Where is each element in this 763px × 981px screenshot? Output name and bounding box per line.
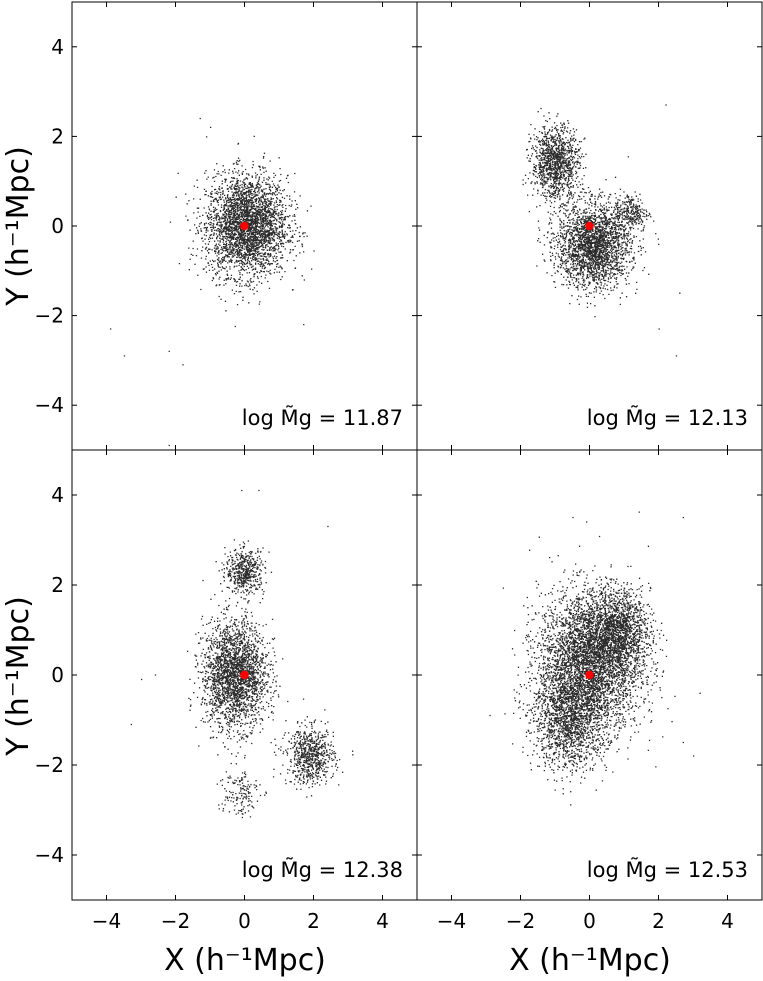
- center-marker: [240, 670, 249, 680]
- scatter-points: [489, 511, 701, 806]
- x-tick-label: −4: [92, 909, 121, 933]
- panel-bottom-left: [71, 449, 418, 901]
- panel-bottom-right: [416, 449, 763, 901]
- x-axis-title-left: X (h⁻¹Mpc): [164, 943, 326, 978]
- y-axis-title-bottom: Y (h⁻¹Mpc): [1, 596, 36, 757]
- y-tick-label: −2: [35, 304, 64, 328]
- scatter-points: [522, 104, 681, 357]
- panel-label-bottom-right: log M̃g = 12.53: [587, 857, 748, 882]
- x-tick-label: −2: [161, 909, 190, 933]
- panel-top-left: [71, 1, 418, 451]
- panel-label-top-right: log M̃g = 12.13: [587, 405, 748, 430]
- panel-label-bottom-left: log M̃g = 12.38: [242, 857, 403, 882]
- x-tick-label: 0: [238, 909, 251, 933]
- y-tick-label: 4: [51, 35, 64, 59]
- y-tick-label: 0: [51, 214, 64, 238]
- x-tick-label: −4: [437, 909, 466, 933]
- center-marker: [240, 221, 249, 231]
- y-tick-label: 4: [51, 483, 64, 507]
- scatter-points: [130, 489, 354, 819]
- scatter-points: [110, 117, 315, 447]
- panels-layer: [71, 1, 763, 901]
- center-marker: [585, 221, 594, 231]
- x-tick-label: 4: [376, 909, 389, 933]
- y-tick-label: 2: [51, 573, 64, 597]
- y-tick-label: −4: [35, 843, 64, 867]
- y-tick-label: 0: [51, 663, 64, 687]
- x-tick-label: 4: [721, 909, 734, 933]
- y-tick-label: −4: [35, 393, 64, 417]
- x-tick-label: 2: [307, 909, 320, 933]
- panel-label-top-left: log M̃g = 11.87: [242, 405, 403, 430]
- x-tick-label: 0: [583, 909, 596, 933]
- axes-text-layer: −4 −2 0 2 4 −4 −2 0 2 4 −4 −2 0 2 4 −4 −2 0 2 4: [35, 35, 734, 933]
- center-marker: [585, 670, 594, 680]
- y-tick-label: −2: [35, 753, 64, 777]
- x-tick-label: 2: [652, 909, 665, 933]
- x-tick-label: −2: [506, 909, 535, 933]
- y-tick-label: 2: [51, 124, 64, 148]
- panel-top-right: [416, 1, 763, 451]
- y-axis-title-top: Y (h⁻¹Mpc): [1, 146, 36, 307]
- x-axis-title-right: X (h⁻¹Mpc): [509, 943, 671, 978]
